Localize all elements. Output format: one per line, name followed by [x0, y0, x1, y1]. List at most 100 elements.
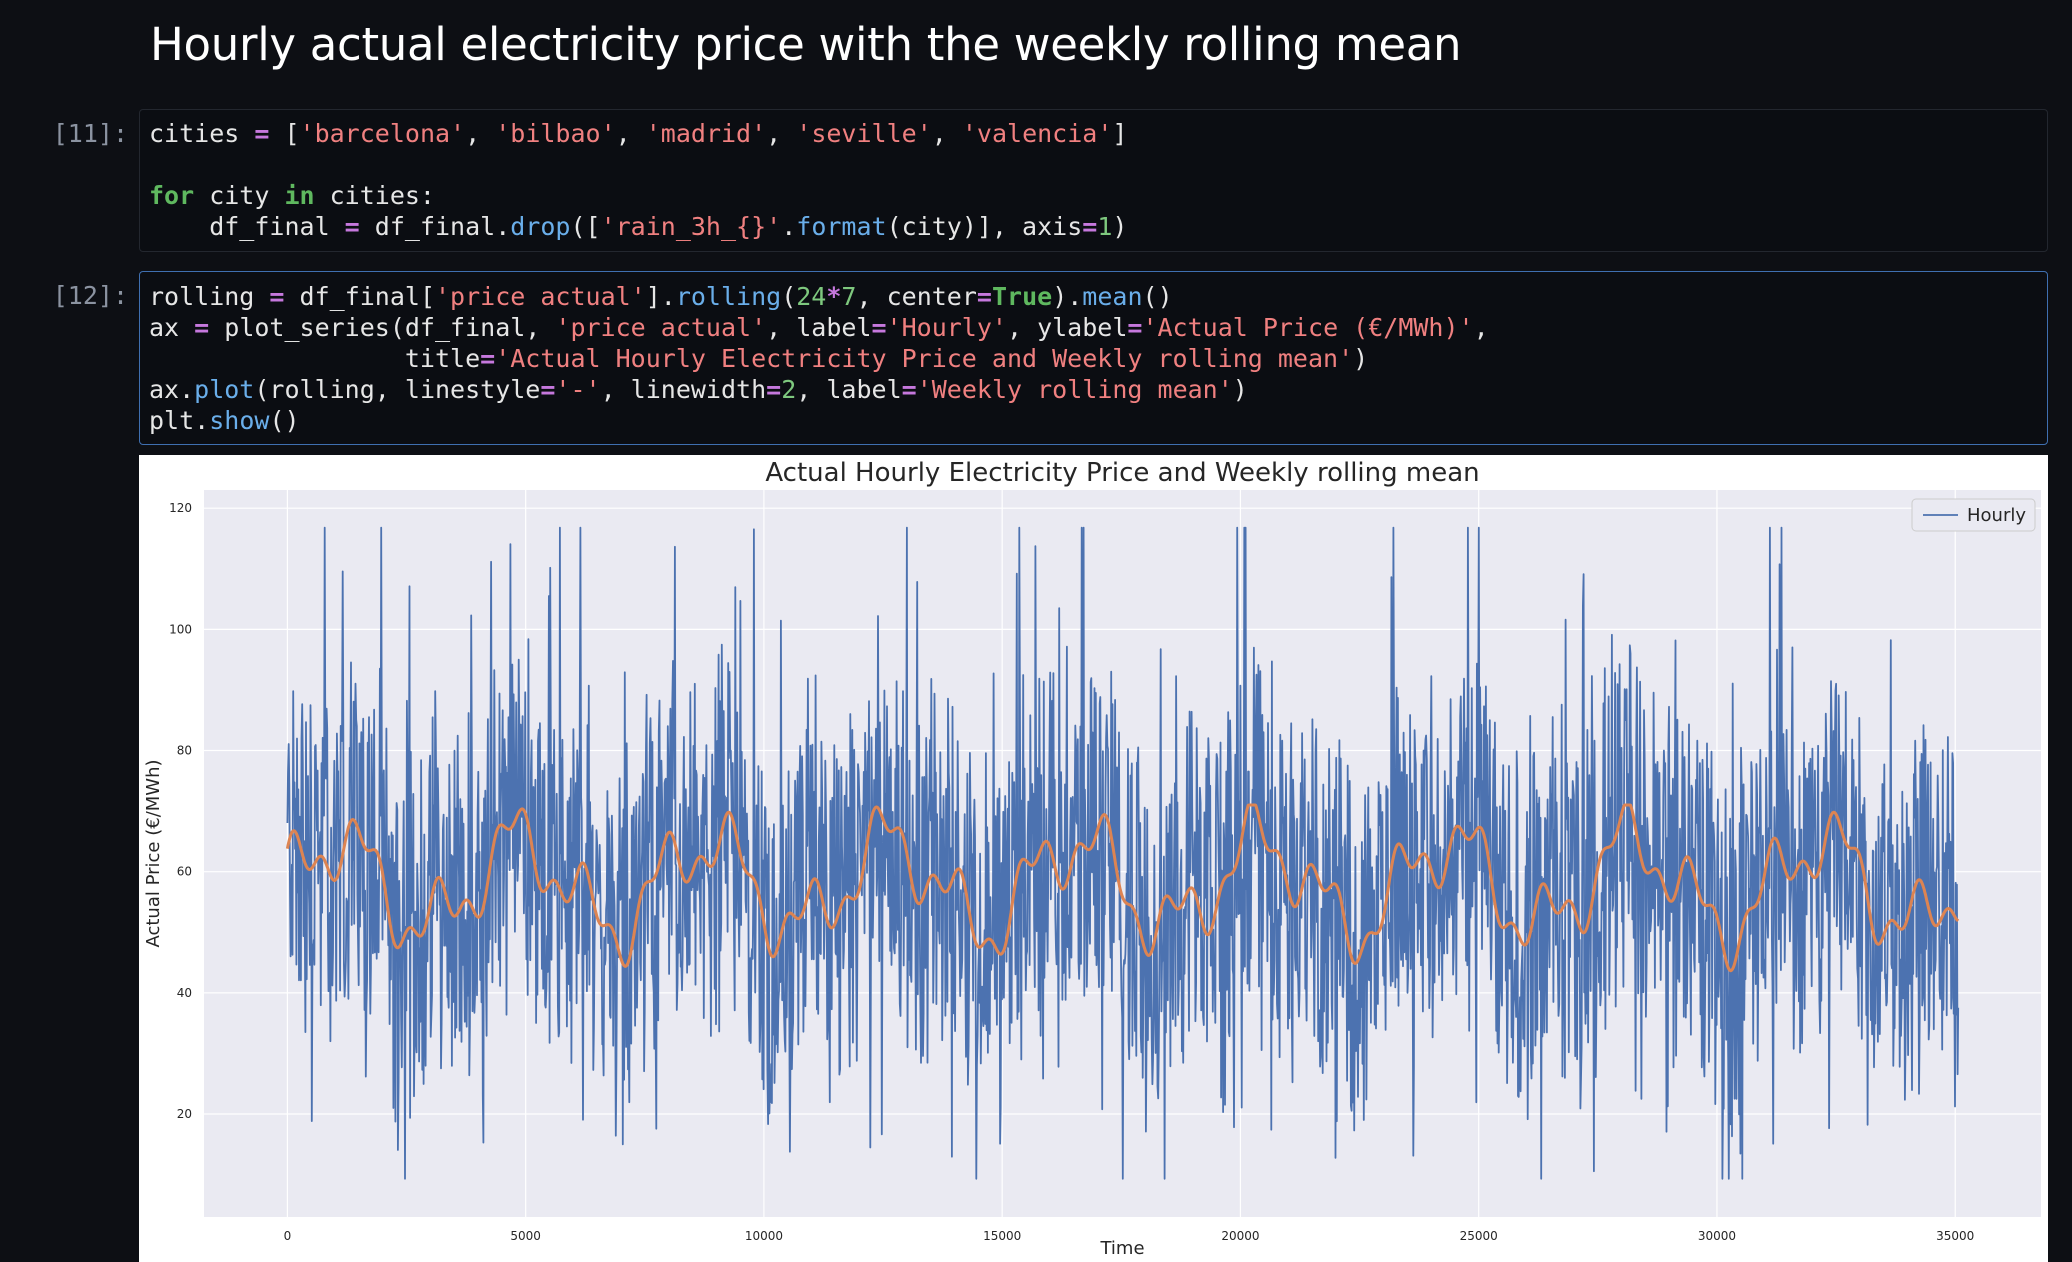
code-token: 'Hourly' — [886, 313, 1007, 342]
code-token: , label — [766, 313, 872, 342]
x-tick-label: 5000 — [510, 1229, 541, 1243]
code-token: , — [931, 119, 962, 148]
code-token: , center — [856, 282, 977, 311]
code-token: , ylabel — [1006, 313, 1128, 342]
code-cell-12[interactable]: rolling = df_final['price actual'].rolli… — [139, 271, 2048, 445]
x-tick-label: 10000 — [745, 1229, 783, 1243]
code-token: 'price actual' — [435, 282, 646, 311]
x-tick-label: 15000 — [983, 1229, 1021, 1243]
legend-box — [1911, 498, 2036, 532]
code-token: 24 — [796, 282, 827, 311]
x-tick-label: 20000 — [1221, 1229, 1259, 1243]
code-token: = — [766, 375, 782, 404]
x-tick-label: 35000 — [1936, 1229, 1974, 1243]
code-token: = — [480, 344, 496, 373]
code-token: ). — [1052, 282, 1083, 311]
code-token: , — [1473, 313, 1489, 342]
code-token: = — [1127, 313, 1143, 342]
code-token: () — [269, 406, 300, 435]
code-token: ]. — [645, 282, 676, 311]
y-tick-label: 40 — [177, 986, 192, 1000]
code-token: 'price actual' — [555, 313, 767, 342]
code-token: cities: — [314, 181, 435, 210]
code-token: 1 — [1097, 212, 1113, 241]
chart-title: Actual Hourly Electricity Price and Week… — [765, 458, 1479, 488]
code-editor[interactable]: rolling = df_final['price actual'].rolli… — [140, 272, 2047, 436]
x-tick-label: 0 — [284, 1229, 292, 1243]
code-editor[interactable]: cities = ['barcelona', 'bilbao', 'madrid… — [140, 110, 2047, 242]
code-token: df_final — [149, 212, 345, 241]
code-token: show — [209, 406, 270, 435]
code-token: ) — [1112, 212, 1128, 241]
code-token: = — [1082, 212, 1098, 241]
code-cell-11[interactable]: cities = ['barcelona', 'bilbao', 'madrid… — [139, 109, 2048, 252]
code-token: ax. — [149, 375, 195, 404]
code-token: 7 — [841, 282, 857, 311]
code-token: ) — [1232, 375, 1248, 404]
cell-prompt-11: [11]: — [52, 119, 128, 148]
code-line: rolling = df_final['price actual'].rolli… — [149, 281, 2038, 312]
code-token: ax — [149, 313, 195, 342]
code-token: drop — [510, 212, 571, 241]
x-tick-label: 30000 — [1698, 1229, 1736, 1243]
code-token: = — [254, 119, 270, 148]
code-line: ax.plot(rolling, linestyle='-', linewidt… — [149, 374, 2038, 405]
legend: Hourly — [1911, 498, 2036, 532]
code-token: in — [284, 181, 315, 210]
code-token: for — [149, 181, 195, 210]
y-tick-label: 100 — [169, 622, 192, 636]
code-token: () — [1142, 282, 1173, 311]
code-token: 'Actual Hourly Electricity Price and Wee… — [495, 344, 1354, 373]
code-token: = — [194, 313, 210, 342]
code-token: plt. — [149, 406, 210, 435]
code-token: , — [615, 119, 646, 148]
code-token: 'madrid' — [645, 119, 767, 148]
code-token: , — [766, 119, 797, 148]
cell-prompt-12: [12]: — [52, 281, 128, 310]
code-line: cities = ['barcelona', 'bilbao', 'madrid… — [149, 118, 2038, 149]
code-line: ax = plot_series(df_final, 'price actual… — [149, 312, 2038, 343]
code-token: ] — [1112, 119, 1128, 148]
code-token: (rolling, linestyle — [254, 375, 541, 404]
code-token: = — [901, 375, 917, 404]
code-token: ) — [1353, 344, 1369, 373]
code-token: = — [269, 282, 285, 311]
code-token: ([ — [570, 212, 601, 241]
code-token: format — [796, 212, 887, 241]
code-token: 'bilbao' — [495, 119, 616, 148]
code-line: for city in cities: — [149, 180, 2038, 211]
code-token: = — [976, 282, 992, 311]
code-token: plot_series(df_final, — [209, 313, 556, 342]
code-token: = — [871, 313, 887, 342]
code-token: = — [540, 375, 556, 404]
code-token: [ — [269, 119, 300, 148]
code-token: , linewidth — [600, 375, 767, 404]
cell-output-plot: 0 5000 10000 15000 20000 25000 30000 35000 20 40 6… — [139, 455, 2048, 1262]
price-chart: 0 5000 10000 15000 20000 25000 30000 35000 20 40 6… — [143, 458, 2041, 1259]
code-line — [149, 149, 2038, 180]
y-tick-label: 80 — [177, 744, 192, 758]
code-token: '-' — [555, 375, 601, 404]
y-tick-label: 120 — [169, 501, 192, 515]
code-line: df_final = df_final.drop(['rain_3h_{}'.f… — [149, 211, 2038, 242]
code-token: 'Weekly rolling mean' — [916, 375, 1233, 404]
code-token: rolling — [149, 282, 270, 311]
code-token: 'rain_3h_{}' — [600, 212, 782, 241]
code-token: city — [194, 181, 285, 210]
code-token: (city)], axis — [886, 212, 1083, 241]
code-line: plt.show() — [149, 405, 2038, 436]
code-token: , — [465, 119, 496, 148]
code-token: ( — [781, 282, 797, 311]
code-token: = — [344, 212, 360, 241]
x-axis-label: Time — [1099, 1238, 1144, 1259]
code-token: * — [826, 282, 842, 311]
code-token: rolling — [675, 282, 782, 311]
code-token: mean — [1082, 282, 1143, 311]
code-token: 'valencia' — [961, 119, 1113, 148]
x-tick-label: 25000 — [1460, 1229, 1498, 1243]
code-token: title — [149, 344, 481, 373]
code-token: plot — [194, 375, 255, 404]
code-token: df_final. — [359, 212, 511, 241]
markdown-heading: Hourly actual electricity price with the… — [150, 18, 1462, 71]
code-token: cities — [149, 119, 255, 148]
